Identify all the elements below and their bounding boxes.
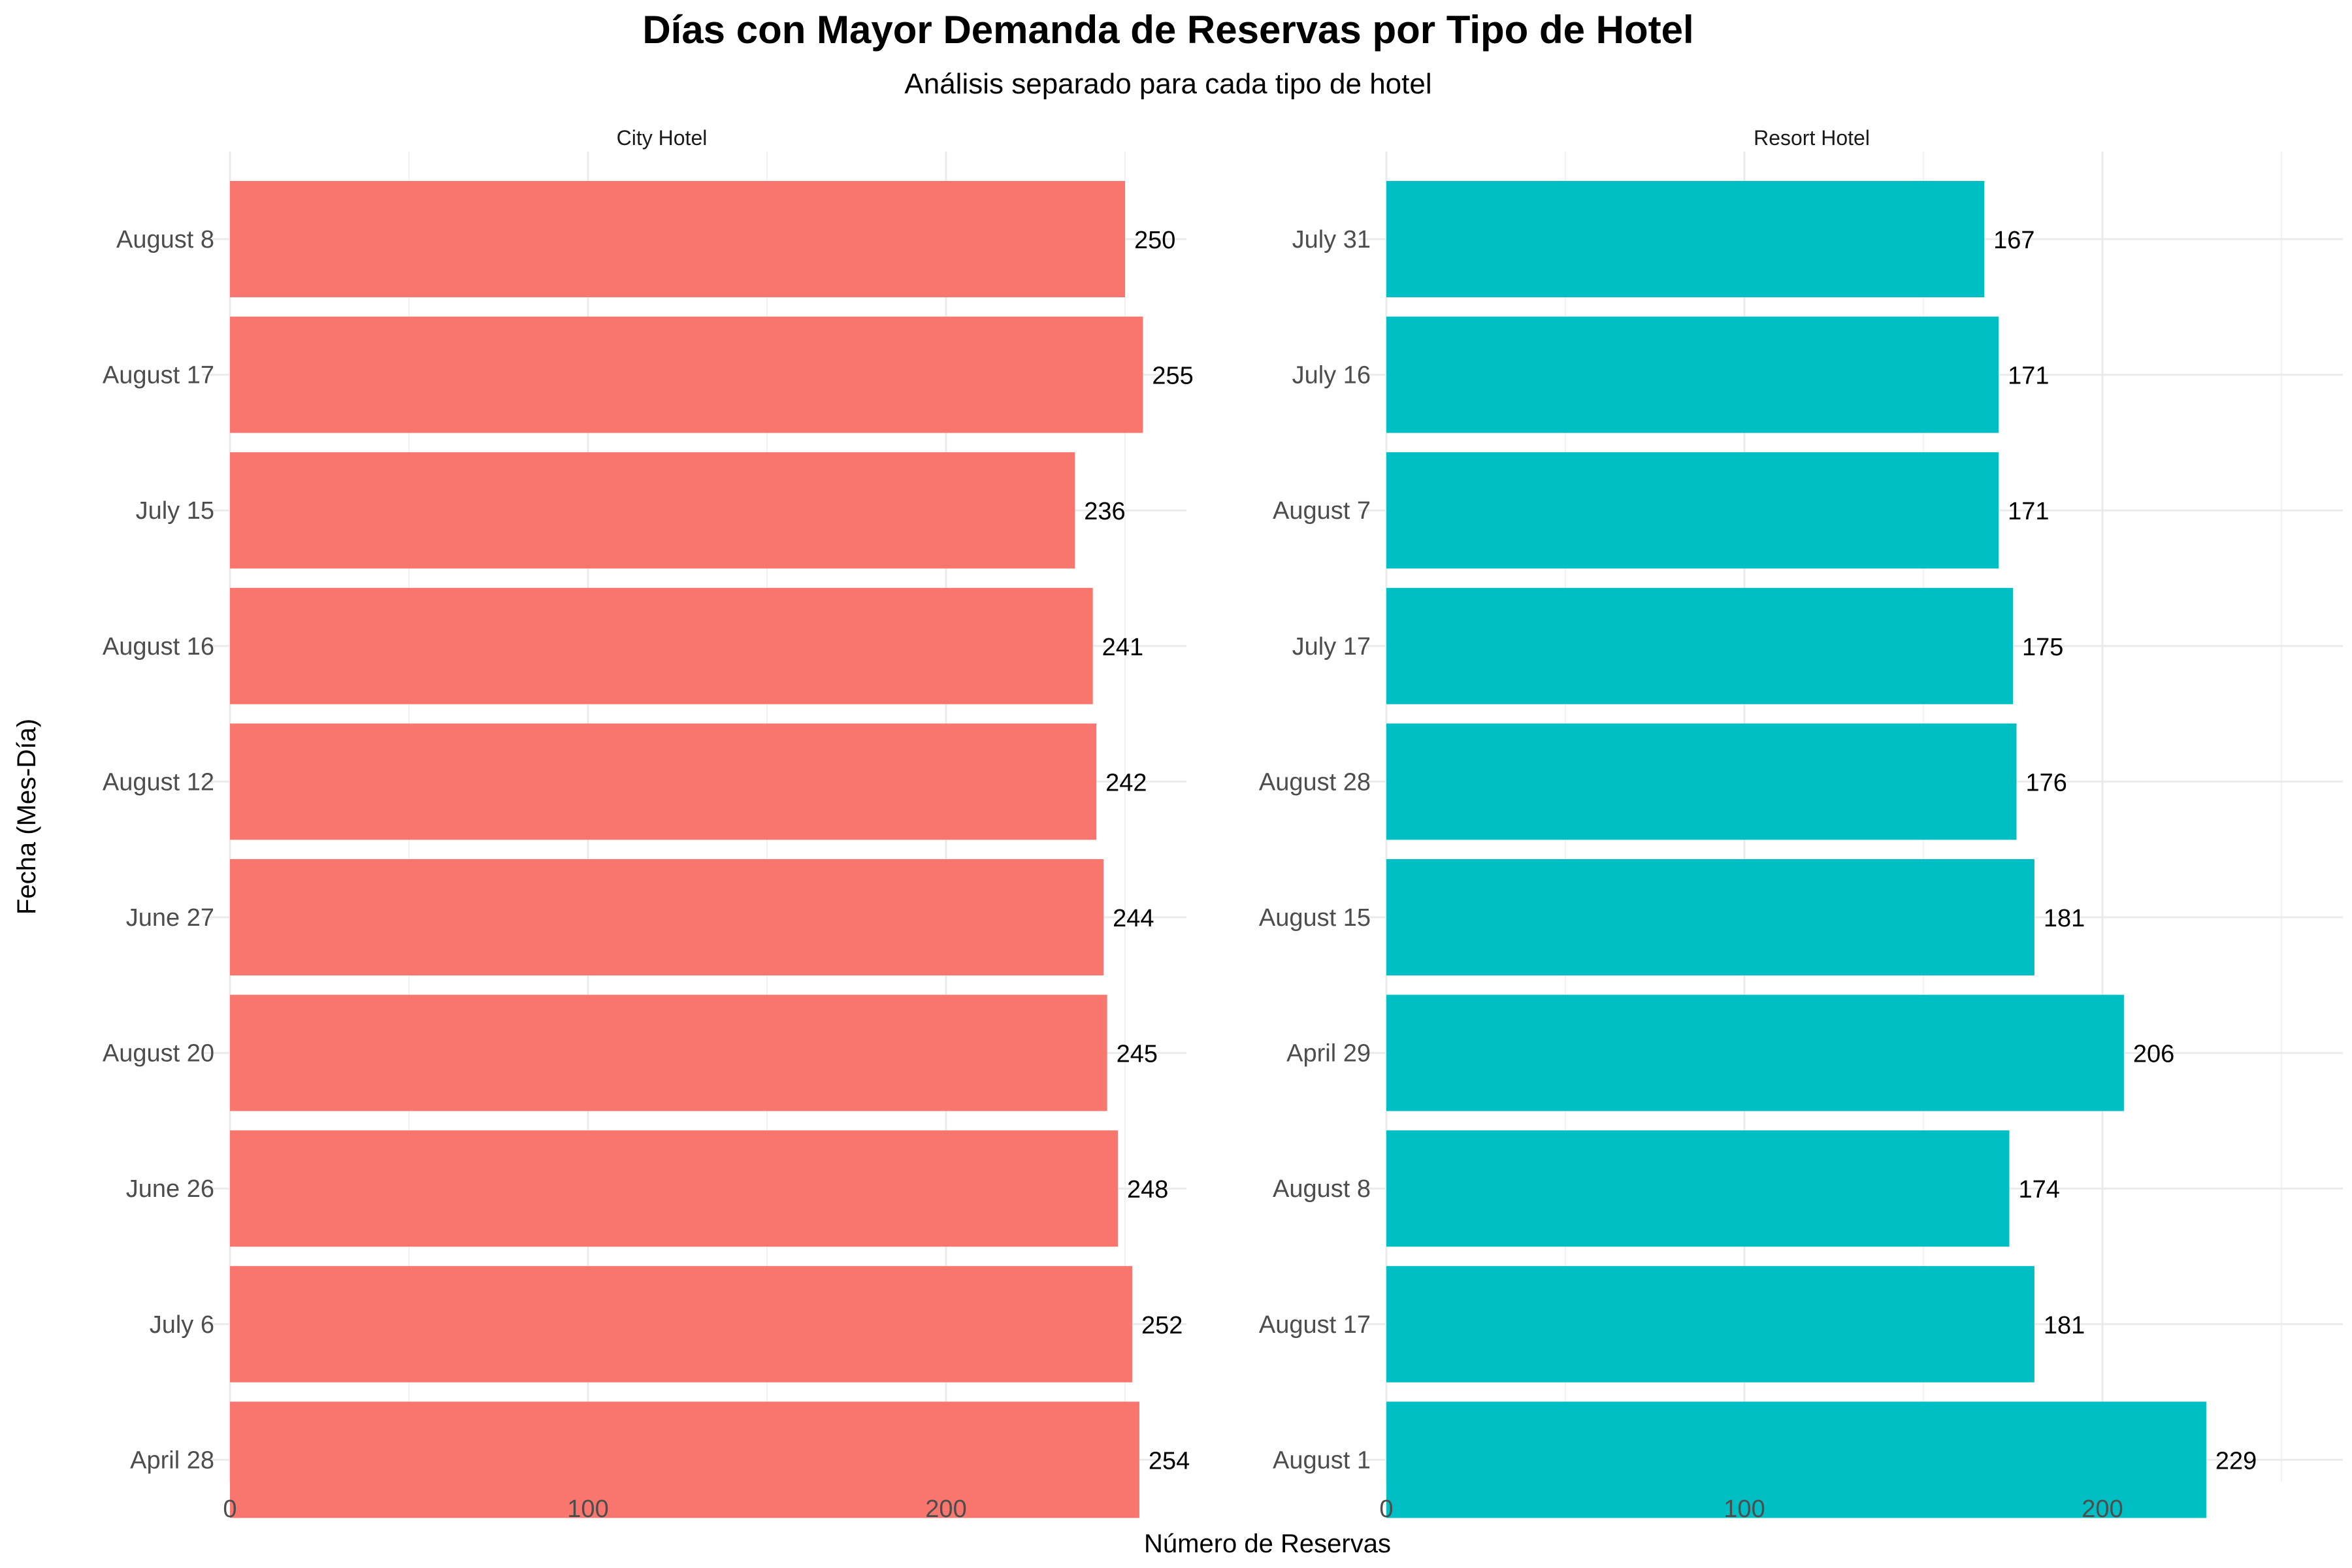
bar-value-label: 176 [2025,769,2066,796]
bar [230,452,1075,569]
bar-value-label: 250 [1134,227,1175,254]
x-tick-label: 0 [1379,1495,1393,1523]
category-tick-label: August 16 [103,633,214,661]
bar-value-label: 255 [1152,363,1193,390]
bar-value-label: 206 [2133,1041,2174,1068]
y-axis-title: Fecha (Mes-Día) [12,719,41,915]
bar-value-label: 252 [1141,1312,1183,1339]
category-tick-label: April 28 [130,1446,214,1474]
bar [1386,723,2017,840]
bar [230,1266,1132,1382]
x-axis-title: Número de Reservas [1144,1529,1391,1558]
facet-panels: City Hotel 250 August 8 255 August 17 236 July… [103,126,2343,1523]
bar [230,859,1104,975]
bar-value-label: 244 [1113,905,1154,932]
bar-value-label: 241 [1102,634,1143,661]
category-tick-label: July 16 [1292,362,1371,389]
x-tick-label: 200 [925,1495,966,1523]
category-tick-label: June 27 [126,904,214,932]
category-tick-label: July 17 [1292,633,1371,661]
bar-value-label: 248 [1127,1176,1168,1203]
bar-value-label: 229 [2215,1447,2257,1475]
bar [1386,859,2034,975]
bar-value-label: 181 [2044,905,2085,932]
bar-value-label: 236 [1084,498,1125,525]
category-tick-label: August 28 [1259,768,1371,796]
bar [230,723,1097,840]
category-tick-label: August 15 [1259,904,1371,932]
bar [1386,316,1999,433]
bar [1386,1401,2206,1518]
bar-value-label: 242 [1105,769,1147,796]
x-tick-label: 100 [1723,1495,1765,1523]
category-tick-label: August 7 [1273,497,1371,525]
panel-resort-hotel: Resort Hotel 167 July 31 171 July 16 171 Augus… [1259,126,2343,1523]
bar [230,1130,1119,1247]
bar [1386,587,2013,704]
category-tick-label: August 8 [116,226,214,253]
category-tick-label: June 26 [126,1175,214,1203]
bar-value-label: 171 [2008,363,2049,390]
category-tick-label: July 15 [136,497,214,525]
panel-city-hotel: City Hotel 250 August 8 255 August 17 236 July… [103,126,1193,1523]
bar-value-label: 174 [2019,1176,2060,1203]
bar-value-label: 181 [2044,1312,2085,1339]
category-tick-label: August 17 [1259,1311,1371,1339]
category-tick-label: August 17 [103,362,214,389]
category-tick-label: August 12 [103,768,214,796]
bar [230,1401,1139,1518]
bar [230,587,1093,704]
bar [1386,181,1985,297]
bar [1386,452,1999,569]
bar-value-label: 245 [1117,1041,1158,1068]
chart-title: Días con Mayor Demanda de Reservas por T… [642,8,1693,52]
category-tick-label: July 31 [1292,226,1371,253]
bar-value-label: 175 [2022,634,2063,661]
bar-value-label: 254 [1149,1447,1190,1475]
category-tick-label: August 8 [1273,1175,1371,1203]
x-tick-label: 200 [2082,1495,2123,1523]
bar-value-label: 167 [1993,227,2034,254]
category-tick-label: August 1 [1273,1446,1371,1474]
category-tick-label: July 6 [150,1311,214,1339]
bar-value-label: 171 [2008,498,2049,525]
bar [230,181,1125,297]
facet-strip-label: City Hotel [617,126,708,150]
bar [230,994,1107,1111]
category-tick-label: April 29 [1286,1040,1371,1068]
chart-subtitle: Análisis separado para cada tipo de hote… [904,68,1431,100]
bar [1386,1130,2010,1247]
x-tick-label: 100 [567,1495,608,1523]
x-tick-label: 0 [223,1495,237,1523]
bar [1386,994,2124,1111]
category-tick-label: August 20 [103,1040,214,1068]
facet-strip-label: Resort Hotel [1754,126,1870,150]
bar [230,316,1143,433]
bar [1386,1266,2034,1382]
